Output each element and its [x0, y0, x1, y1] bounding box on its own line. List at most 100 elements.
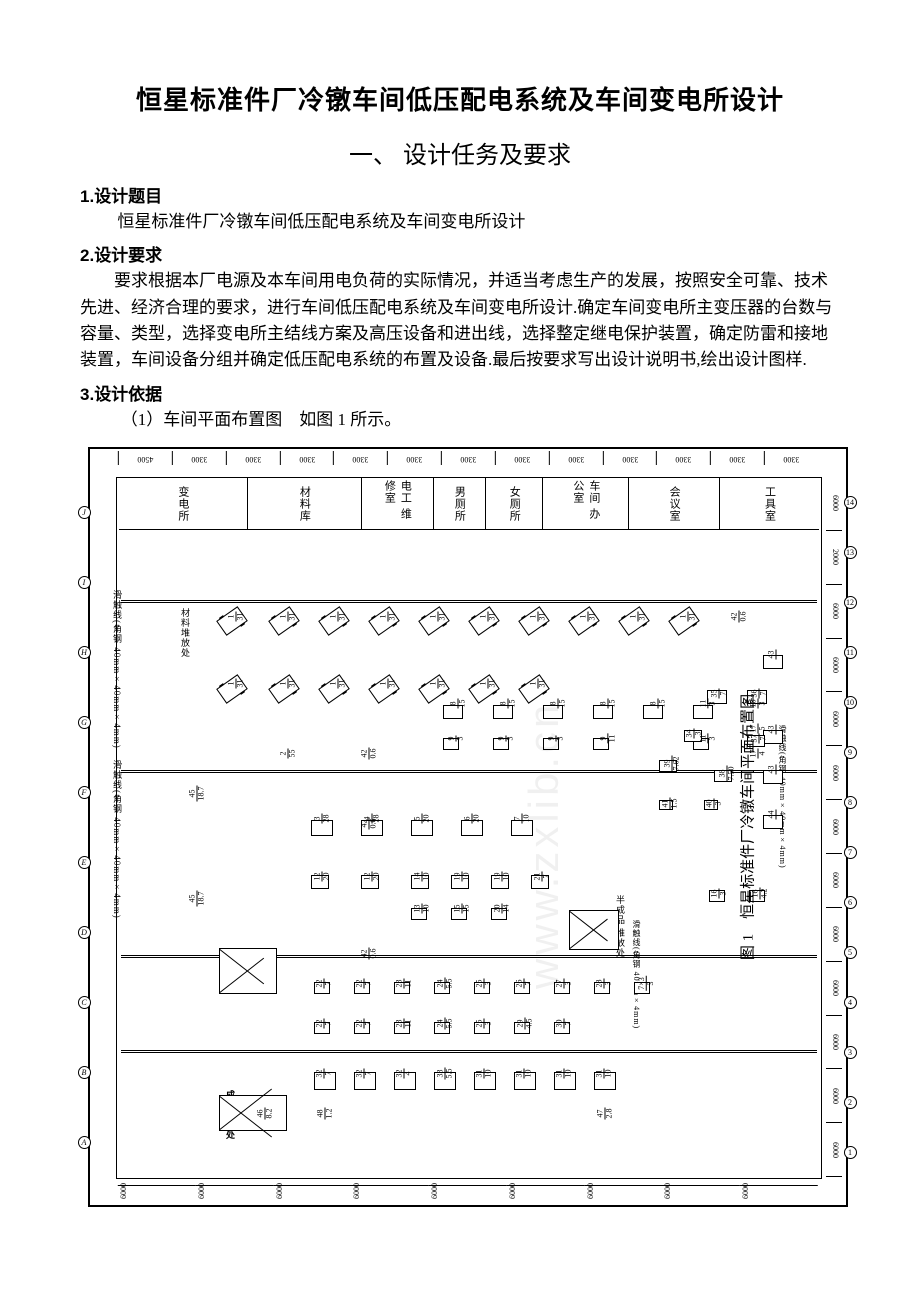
equipment-label: 131: [330, 679, 347, 689]
equipment-label: 815: [550, 699, 567, 709]
equipment-label: 327: [356, 1069, 373, 1079]
equipment-label: 1910: [494, 872, 511, 882]
equipment-label: 43: [768, 650, 777, 660]
equipment-label: 44: [768, 810, 777, 820]
dimension-value: 6000: [196, 1185, 274, 1199]
storage-area-icon: [219, 948, 277, 994]
trolley-label: 滑触线(角钢 40mm×4mm): [631, 920, 642, 1029]
dimension-value: 6000: [662, 1185, 740, 1199]
plan-inner: 变电所材料库电工 维修室男厕所女厕所车间 办公室会议室工具室 滑触线(角钢 40…: [116, 477, 822, 1179]
equipment-label: 357: [711, 689, 728, 699]
equipment-label: 468.2: [257, 1108, 274, 1120]
trolley-line: [121, 600, 817, 603]
dimension-value: 6000: [826, 477, 842, 531]
room-label: 电工 维修室: [362, 478, 434, 529]
h2-num: 2.: [80, 246, 94, 265]
left-grid-letters: JIHGFEDCBA: [76, 477, 92, 1177]
dimension-value: 3300: [710, 451, 764, 465]
equipment-label: 245.5: [437, 978, 454, 990]
dimension-value: 6000: [826, 639, 842, 693]
grid-number: 8: [844, 796, 857, 809]
h3-label: 设计依据: [94, 385, 162, 404]
grid-number: 13: [844, 546, 857, 559]
heading-2: 2.设计要求: [80, 241, 840, 266]
dimension-value: 6000: [351, 1185, 429, 1199]
equipment-label: 217: [534, 872, 551, 882]
h2-label: 设计要求: [94, 246, 162, 265]
grid-letter: H: [78, 646, 91, 659]
equipment-label: 520: [414, 814, 431, 824]
dimension-value: 3300: [495, 451, 549, 465]
equipment-label: 227: [316, 979, 333, 989]
equipment-label: 1310: [414, 904, 431, 914]
dimension-value: 3300: [226, 451, 280, 465]
equipment-label: 335.5: [437, 1068, 454, 1080]
area-label-material: 材料堆放处: [179, 608, 192, 658]
grid-letter: F: [78, 786, 91, 799]
equipment-label: 267: [516, 979, 533, 989]
room-label: 车间 办公室: [543, 478, 629, 529]
equipment-label: 411.5: [662, 798, 679, 810]
figure-caption: 图 1 恒星标准件厂冷镦车间平面布置图: [736, 694, 757, 960]
dimension-value: 3300: [280, 451, 334, 465]
right-grid-numbers: 1234567891011121314: [842, 477, 858, 1177]
equipment-label: 113: [699, 699, 716, 709]
figure-1: 4500330033003300330033003300330033003300…: [88, 447, 848, 1207]
equipment-label: 93: [548, 736, 565, 742]
equipment-label: 911: [599, 734, 616, 744]
equipment-label: 1515: [454, 904, 471, 914]
equipment-label: 131: [430, 612, 447, 622]
dimension-value: 3300: [549, 451, 603, 465]
trolley-label: 滑触线(角钢 40mm×40mm×4mm): [111, 590, 124, 749]
dimension-value: 6000: [826, 962, 842, 1016]
equipment-label: 3110: [596, 1069, 613, 1079]
room-label: 材料库: [248, 478, 362, 529]
equipment-label: 253: [476, 979, 493, 989]
equipment-label: 1220: [314, 872, 331, 882]
h1-label: 设计题目: [94, 187, 162, 206]
equipment-label: 227: [316, 1019, 333, 1029]
dimension-value: 6000: [826, 746, 842, 800]
dimension-value: 3300: [603, 451, 657, 465]
equipment-label: 3110: [516, 1069, 533, 1079]
equipment-label: 131: [530, 612, 547, 622]
dimension-value: 3300: [764, 451, 818, 465]
trolley-label: 滑触线(角钢 40mm×40mm×4mm): [111, 760, 124, 919]
paragraph-2: 要求根据本厂电源及本车间用电负荷的实际情况，并适当考虑生产的发展，按照安全可靠、…: [80, 268, 840, 373]
dimension-value: 6000: [826, 1016, 842, 1070]
dimension-value: 6000: [826, 1123, 842, 1177]
grid-letter: C: [78, 996, 91, 1009]
equipment-label: 428: [364, 814, 381, 824]
equipment-label: 420.6: [361, 948, 378, 960]
equipment-label: 131: [680, 612, 697, 622]
equipment-label: 620: [464, 814, 481, 824]
section-label: 设计任务及要求: [403, 143, 571, 169]
dimension-value: 6000: [826, 585, 842, 639]
paragraph-3: （1）车间平面布置图 如图 1 所示。: [80, 407, 840, 433]
top-rooms-row: 变电所材料库电工 维修室男厕所女厕所车间 办公室会议室工具室: [119, 478, 819, 530]
dimension-value: 6000: [507, 1185, 585, 1199]
equipment-label: 131: [480, 612, 497, 622]
dimension-value: 6000: [826, 692, 842, 746]
top-dimensions: 4500330033003300330033003300330033003300…: [118, 451, 818, 465]
trolley-label: 滑触线(角钢 40mm×40mm×4mm): [777, 725, 788, 869]
h3-num: 3.: [80, 385, 94, 404]
equipment-label: 1220: [364, 872, 381, 882]
grid-number: 14: [844, 496, 857, 509]
grid-number: 9: [844, 746, 857, 759]
dimension-value: 2000: [826, 531, 842, 585]
equipment-label: 1410: [414, 872, 431, 882]
equipment-label: 472.8: [597, 1108, 614, 1120]
dimension-value: 3300: [656, 451, 710, 465]
section-heading: 一、 设计任务及要求: [80, 135, 840, 170]
equipment-label: 327: [316, 1069, 333, 1079]
grid-letter: B: [78, 1066, 91, 1079]
equipment-label: 3110: [556, 1069, 573, 1079]
equipment-label: 387.50: [719, 766, 736, 782]
trolley-line: [121, 1050, 817, 1053]
grid-number: 10: [844, 696, 857, 709]
equipment-label: 131: [480, 679, 497, 689]
equipment-label: 283: [596, 979, 613, 989]
equipment-label: 2311: [396, 1019, 413, 1029]
grid-number: 5: [844, 946, 857, 959]
